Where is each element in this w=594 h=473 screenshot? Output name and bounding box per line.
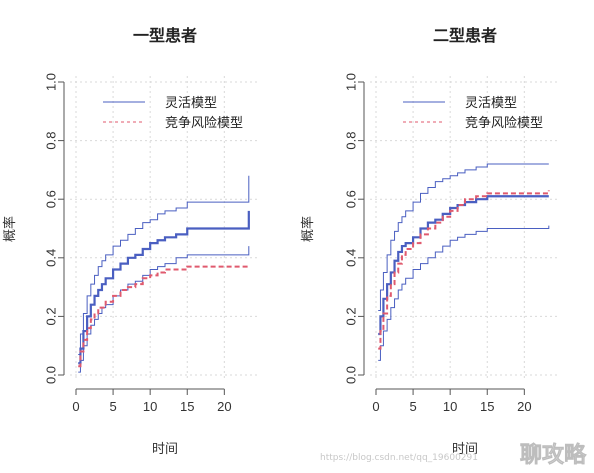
y-tick-label: 0.4 <box>343 249 358 267</box>
y-axis-label: 概率 <box>2 216 18 242</box>
x-tick-label: 20 <box>217 399 231 414</box>
x-axis-label: 时间 <box>452 442 478 457</box>
legend-label-competing: 竞争风险模型 <box>165 115 243 131</box>
series-group <box>378 163 550 361</box>
axes: 0 5 10 15 20 0.0 0.2 0.4 0.6 0.8 1.0 <box>343 73 531 414</box>
series-upper-ci <box>378 163 549 312</box>
chart-title: 一型患者 <box>133 26 197 45</box>
y-tick-label: 0.6 <box>43 190 58 208</box>
watermark-url: https://blog.csdn.net/qq_19600291 <box>320 453 478 463</box>
series-flexible-model <box>78 210 250 365</box>
axes: 0 5 10 15 20 0.0 0.2 0.4 0.6 0.8 1.0 <box>43 73 231 414</box>
y-tick-label: 0.8 <box>43 132 58 150</box>
series-group <box>78 175 250 373</box>
x-tick-label: 10 <box>443 399 457 414</box>
x-tick-label: 15 <box>180 399 194 414</box>
x-tick-label: 5 <box>409 399 416 414</box>
series-competing-risk-model <box>378 190 550 350</box>
y-tick-label: 0.4 <box>43 249 58 267</box>
legend: 灵活模型 竞争风险模型 <box>403 96 543 131</box>
y-tick-label: 1.0 <box>43 73 58 91</box>
x-tick-label: 10 <box>143 399 157 414</box>
x-tick-label: 0 <box>372 399 379 414</box>
y-tick-label: 0.0 <box>43 366 58 384</box>
legend-label-flexible: 灵活模型 <box>465 96 517 111</box>
x-tick-label: 20 <box>517 399 531 414</box>
series-lower-ci <box>378 225 550 361</box>
series-competing-risk-model <box>78 265 249 368</box>
series-flexible-model <box>378 195 549 336</box>
y-tick-label: 0.8 <box>343 132 358 150</box>
series-upper-ci <box>78 175 250 355</box>
chart-panel-type2: 二型患者 0 5 10 15 20 0.0 0.2 0.4 0.6 0.8 1.0 灵活模型 竞争风… <box>300 26 560 457</box>
legend: 灵活模型 竞争风险模型 <box>103 96 243 131</box>
chart-title: 二型患者 <box>433 26 497 45</box>
x-tick-label: 5 <box>109 399 116 414</box>
y-tick-label: 0.6 <box>343 190 358 208</box>
legend-label-competing: 竞争风险模型 <box>465 115 543 131</box>
grid <box>70 76 260 381</box>
legend-label-flexible: 灵活模型 <box>165 96 217 111</box>
y-tick-label: 0.2 <box>43 307 58 325</box>
x-tick-label: 15 <box>480 399 494 414</box>
y-axis-label: 概率 <box>300 216 316 242</box>
y-tick-label: 0.2 <box>343 307 358 325</box>
chart-panel-type1: 一型患者 0 5 10 15 20 0.0 0.2 0.4 0.6 0.8 1.0 灵活模型 竞争风… <box>2 26 260 457</box>
y-tick-label: 1.0 <box>343 73 358 91</box>
x-tick-label: 0 <box>72 399 79 414</box>
y-tick-label: 0.0 <box>343 366 358 384</box>
watermark-logo: 聊攻略 <box>520 442 587 468</box>
x-axis-label: 时间 <box>152 442 178 457</box>
